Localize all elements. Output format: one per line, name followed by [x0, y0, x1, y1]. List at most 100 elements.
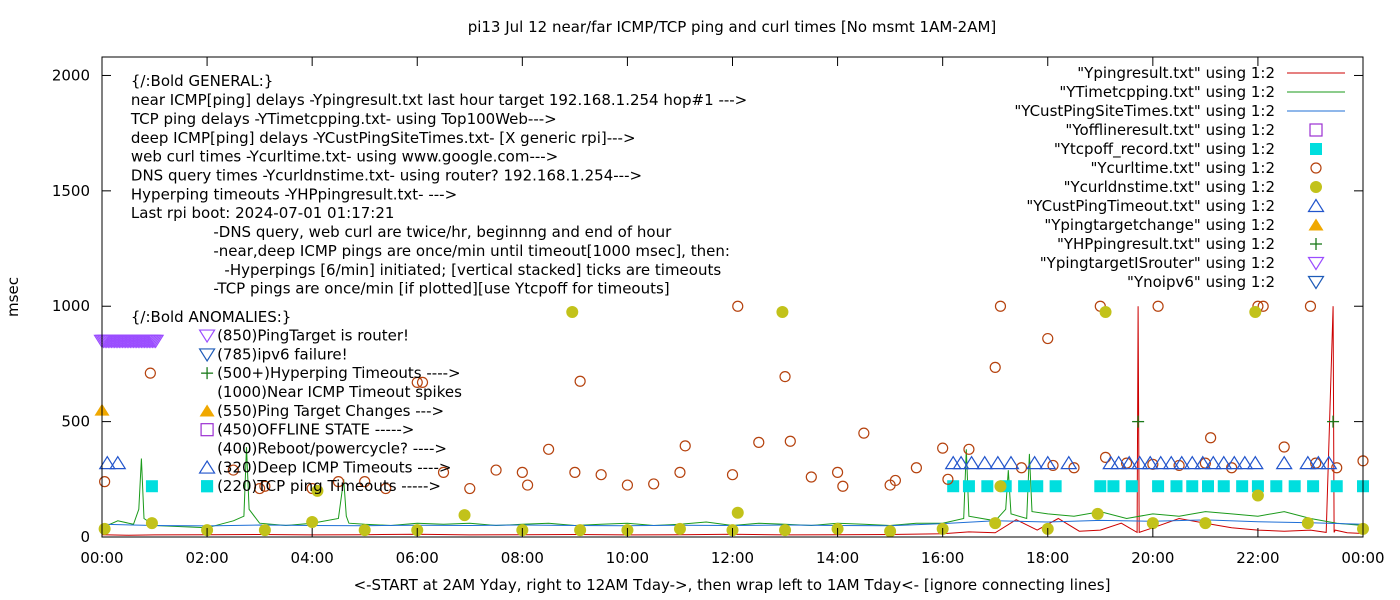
series-4-point	[1205, 432, 1217, 444]
x-tick-label: 04:00	[291, 549, 334, 567]
legend-label: "Ypingtargetchange" using 1:2	[1044, 216, 1275, 234]
series-4-point	[1257, 300, 1269, 312]
y-tick-label: 0	[80, 528, 90, 546]
series-4-point	[1331, 462, 1343, 474]
y-tick-label: 2000	[52, 66, 90, 84]
series-6-point	[989, 455, 1007, 470]
series-5-point	[731, 506, 744, 519]
series-6-point	[1320, 455, 1338, 470]
series-4-point	[779, 371, 791, 383]
series-6-point	[1183, 455, 1201, 470]
series-6-point	[1060, 455, 1078, 470]
series-0-line	[101, 306, 1364, 536]
series-4-point	[595, 469, 607, 481]
legend-label: "YHPpingresult.txt" using 1:2	[1057, 235, 1275, 253]
series-6-point	[976, 455, 994, 470]
legend-marker	[1310, 181, 1322, 193]
series-3-point	[1170, 480, 1183, 493]
series-3-point	[1186, 480, 1199, 493]
series-4-point	[621, 479, 634, 491]
annotation-text: -DNS query, web curl are twice/hr, begin…	[213, 223, 672, 241]
legend-label: "Ycurltime.txt" using 1:2	[1090, 159, 1275, 177]
series-5-point	[566, 306, 579, 318]
series-4-point	[359, 476, 371, 488]
axis-ticks: 0 500 1000 1500 2000 00:00 02:00 04:00 06:00 08:0…	[52, 57, 1385, 567]
series-6-point	[1194, 455, 1212, 470]
annotation-text: -Hyperpings [6/min] initiated; [vertical…	[224, 261, 721, 279]
series-4-point	[380, 482, 392, 495]
series-5-point	[994, 480, 1007, 493]
series-4-point	[805, 471, 817, 483]
annotation-text: TCP ping delays -YTimetcpping.txt- using…	[130, 110, 557, 128]
legend-label: "Ynoipv6" using 1:2	[1127, 273, 1275, 291]
legend-label: "Ytcpoff_record.txt" using 1:2	[1054, 140, 1275, 159]
series-4-point	[521, 479, 534, 491]
series-6-point	[1299, 455, 1317, 470]
series-6-point	[1309, 455, 1327, 470]
annotation-marker	[201, 367, 214, 380]
legend-label: "YCustPingTimeout.txt" using 1:2	[1026, 197, 1275, 215]
series-6-point	[1173, 455, 1191, 470]
series-3-point	[1330, 480, 1343, 493]
series-6-point	[1246, 455, 1264, 470]
series-9-point	[147, 334, 165, 349]
annotation-text: Hyperping timeouts -YHPpingresult.txt- -…	[131, 185, 457, 203]
series-5-point	[98, 522, 111, 535]
legend-marker	[1307, 275, 1325, 290]
series-6-point	[952, 455, 970, 470]
annotation-text: (785)ipv6 failure!	[217, 345, 348, 363]
series-6-point	[1215, 455, 1233, 470]
series-4-point	[1068, 462, 1080, 474]
legend-label: "Ypingresult.txt" using 1:2	[1077, 64, 1275, 82]
x-tick-label: 02:00	[185, 549, 228, 567]
series-6-point	[1162, 455, 1180, 470]
series-3-point	[947, 480, 960, 493]
series-4-point	[516, 466, 528, 478]
series-4-point	[732, 300, 744, 312]
series-6-point	[1152, 455, 1170, 470]
series-5-point	[1146, 517, 1159, 530]
series-5-point	[776, 306, 789, 318]
series-4-point	[1304, 300, 1317, 312]
series-5-point	[306, 516, 319, 528]
x-tick-label: 20:00	[1131, 549, 1174, 567]
legend-marker	[1309, 123, 1323, 137]
legend-label: "YTimetcpping.txt" using 1:2	[1059, 83, 1275, 101]
series-6-point	[1225, 455, 1243, 470]
series-4-point	[726, 469, 739, 481]
series-4-point	[1147, 458, 1159, 470]
annotation-marker	[198, 348, 216, 363]
annotation-text: -TCP pings are once/min [if plotted][use…	[213, 279, 669, 297]
series-6-point	[1275, 455, 1293, 470]
legend-label: "YpingtargetISrouter" using 1:2	[1040, 254, 1275, 272]
series-6-point	[1026, 455, 1044, 470]
annotation-text: Last rpi boot: 2024-07-01 01:17:21	[131, 204, 395, 222]
series-4-point	[227, 464, 239, 476]
annotation-text: (400)Reboot/powercycle? ---->	[217, 440, 447, 458]
series-4-point	[889, 474, 901, 487]
series-3-point	[962, 480, 975, 493]
series-5-point	[989, 517, 1002, 530]
y-tick-label: 1500	[52, 182, 90, 200]
series-4-point	[1047, 459, 1059, 472]
x-tick-label: 00:00	[80, 549, 123, 567]
series-3-point	[1049, 480, 1062, 493]
series-5-point	[458, 509, 471, 522]
series-5-point	[1249, 306, 1262, 318]
annotation-text: (550)Ping Target Changes --->	[217, 402, 444, 420]
plot-layer	[93, 300, 1369, 538]
series-4-point	[543, 443, 555, 455]
series-5-point	[258, 524, 271, 537]
series-3-point	[1018, 480, 1031, 493]
series-4-point	[416, 376, 429, 388]
series-4-point	[753, 436, 765, 448]
series-4-point	[1099, 451, 1112, 463]
annotation-marker	[199, 404, 215, 417]
series-4-point	[1015, 462, 1028, 474]
x-tick-label: 14:00	[816, 549, 859, 567]
series-3-point	[1031, 480, 1044, 493]
series-5-point	[884, 525, 897, 538]
annotation-text: deep ICMP[ping] delays -YCustPingSiteTim…	[131, 129, 636, 147]
series-3-point	[1251, 480, 1264, 493]
series-3-point	[1217, 480, 1230, 493]
